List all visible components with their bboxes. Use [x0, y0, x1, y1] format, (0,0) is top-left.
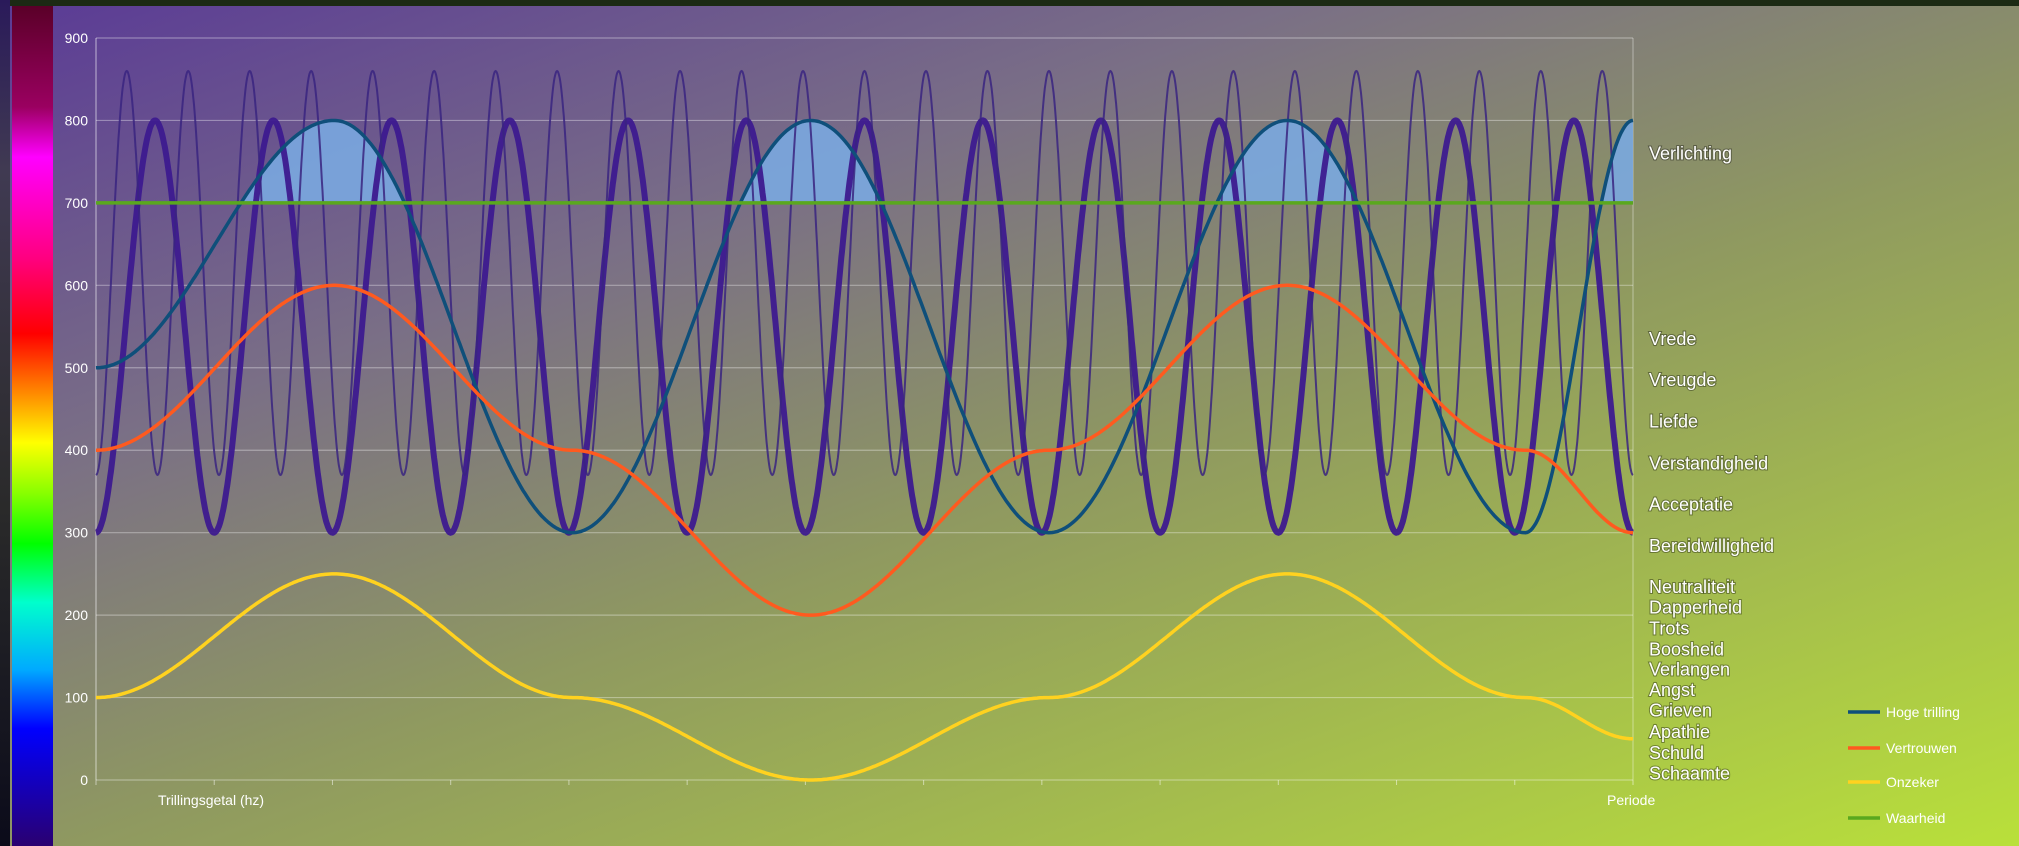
series-lines [95, 69, 1634, 782]
y-tick-label-200: 200 [65, 607, 89, 623]
threshold-fill-3 [1602, 120, 1633, 203]
threshold-fill-0 [241, 120, 404, 203]
y-tick-label-500: 500 [65, 360, 89, 376]
emotion-label-boosheid: Boosheid [1649, 640, 1724, 660]
legend-item-waarheid: Waarheid [1848, 810, 1945, 826]
emotion-label-dapperheid: Dapperheid [1649, 598, 1742, 618]
threshold-fill-1 [741, 120, 880, 203]
legend-label: Waarheid [1886, 810, 1945, 826]
y-tick-label-0: 0 [80, 772, 88, 788]
left-edge-strip [0, 0, 10, 846]
emotion-label-verlichting: Verlichting [1649, 143, 1732, 163]
y-tick-label-700: 700 [65, 195, 89, 211]
legend-label: Vertrouwen [1886, 740, 1957, 756]
y-tick-label-400: 400 [65, 442, 89, 458]
emotion-label-verstandigheid: Verstandigheid [1649, 453, 1768, 473]
top-bar [0, 0, 2019, 6]
oscillation-series-1 [95, 69, 1634, 477]
series-line-onzeker [95, 572, 1633, 782]
x-axis-label: Trillingsgetal (hz) [158, 792, 264, 808]
emotion-label-vreugde: Vreugde [1649, 370, 1716, 390]
emotion-label-acceptatie: Acceptatie [1649, 495, 1733, 515]
emotion-label-vrede: Vrede [1649, 329, 1696, 349]
legend: Hoge trilling Vertrouwen Onzeker Waarheid [1848, 704, 1960, 826]
spectrum-color-bar [12, 6, 53, 846]
y-tick-labels: 0 100 200 300 400 500 600 700 800 900 [65, 30, 89, 788]
y-tick-label-300: 300 [65, 525, 89, 541]
y-tick-label-600: 600 [65, 277, 89, 293]
legend-label: Onzeker [1886, 774, 1939, 790]
emotion-label-trots: Trots [1649, 618, 1689, 638]
emotion-label-neutraliteit: Neutraliteit [1649, 577, 1735, 597]
oscillation-series-0 [95, 117, 1634, 536]
emotion-label-verlangen: Verlangen [1649, 660, 1730, 680]
legend-item-hoge-trilling: Hoge trilling [1848, 704, 1960, 720]
series-line-hoge-trilling [95, 118, 1634, 535]
x-axis-end-label: Periode [1607, 792, 1655, 808]
emotion-labels: Verlichting Vrede Vreugde Liefde Verstandigh… [1648, 142, 1775, 784]
y-tick-label-900: 900 [65, 30, 89, 46]
emotion-label-apathie: Apathie [1649, 722, 1710, 742]
y-tick-label-800: 800 [65, 112, 89, 128]
legend-item-vertrouwen: Vertrouwen [1848, 740, 1957, 756]
emotion-label-bereidwilligheid: Bereidwilligheid [1649, 536, 1774, 556]
emotion-label-grieven: Grieven [1649, 701, 1712, 721]
emotion-label-schuld: Schuld [1649, 743, 1704, 763]
emotion-label-liefde: Liefde [1649, 411, 1698, 431]
series-line-vertrouwen [96, 283, 1634, 617]
legend-label: Hoge trilling [1886, 704, 1960, 720]
legend-item-onzeker: Onzeker [1848, 774, 1939, 790]
emotion-label-angst: Angst [1649, 680, 1695, 700]
emotion-label-schaamte: Schaamte [1649, 763, 1730, 783]
y-tick-label-100: 100 [65, 690, 89, 706]
